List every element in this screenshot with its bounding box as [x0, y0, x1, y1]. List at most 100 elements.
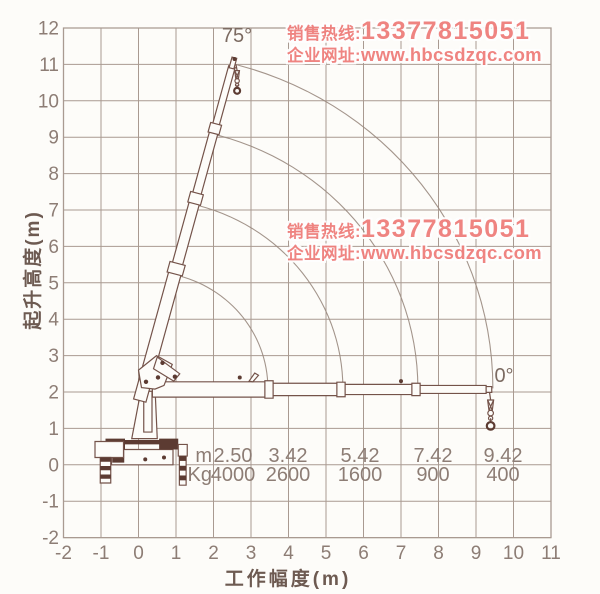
boom-horizontal-section [414, 384, 487, 395]
x-axis-title: 工作幅度(m) [224, 569, 352, 590]
x-tick-label: -2 [55, 543, 72, 564]
watermark-website-row: 企业网址: www.hbcsdzqc.com [287, 240, 542, 264]
hook-right-hook [485, 420, 496, 431]
y-tick-label: -2 [42, 528, 59, 549]
y-axis-title: 起升高度(m) [23, 210, 44, 330]
pivot-dot [160, 360, 165, 366]
watermark-hotline-label: 销售热线: [287, 223, 361, 241]
outrigger-leg-left-stripe [100, 457, 111, 462]
y-tick-label: 7 [48, 201, 59, 222]
outrigger-leg-right-stripe [179, 456, 187, 461]
watermark-hotline-number: 13377815051 [361, 17, 531, 45]
y-tick-label: 0 [48, 455, 59, 476]
load-table-load-value: 1600 [338, 464, 383, 486]
angle-labels: 75° 0° [222, 25, 514, 387]
x-tick-label: 7 [396, 543, 407, 564]
y-tick-label: 10 [38, 91, 59, 112]
subframe-bracket-right [159, 438, 179, 450]
watermark-website-row: 企业网址: www.hbcsdzqc.com [287, 42, 542, 66]
hook-top-hook [233, 86, 242, 95]
boom-raised-section [210, 64, 236, 134]
boom-raised-collar [187, 190, 205, 207]
watermark-website-label: 企业网址: [287, 245, 361, 263]
outrigger-leg-right-stripe [179, 475, 187, 481]
x-tick-label: 1 [171, 543, 182, 564]
working-envelope-arcs [178, 64, 494, 389]
bolt-dot [143, 457, 148, 462]
hook-right-pulley [487, 409, 495, 417]
boom-horizontal-section [267, 382, 344, 397]
watermark-stamp-middle: 销售热线: 13377815051 企业网址: www.hbcsdzqc.com [287, 215, 542, 264]
boom-horizontal-tip [485, 385, 493, 393]
x-tick-label: 5 [321, 543, 332, 564]
rigging-dot [237, 375, 242, 380]
watermark-website-url: www.hbcsdzqc.com [361, 44, 542, 65]
y-tick-label: -1 [42, 492, 59, 513]
watermark-hotline-row: 销售热线: 13377815051 [287, 17, 542, 45]
load-table-radius-value: 2.50 [214, 445, 253, 467]
envelope-arc [217, 134, 419, 389]
watermark-stamp-top: 销售热线: 13377815051 企业网址: www.hbcsdzqc.com [287, 17, 542, 66]
x-tick-label: 11 [541, 543, 561, 564]
load-table-load-value: 2600 [266, 464, 311, 486]
y-tick-label: 2 [48, 383, 59, 404]
pivot-dot [172, 374, 178, 379]
bolt-dot [162, 455, 166, 460]
boom-raised-collar [207, 121, 223, 136]
x-tick-label: 9 [471, 543, 482, 564]
y-tick-label: 9 [48, 128, 59, 149]
watermark-website-url: www.hbcsdzqc.com [361, 242, 542, 263]
outrigger-box-left [94, 440, 125, 459]
envelope-arc [237, 64, 494, 389]
y-tick-label: 3 [48, 346, 59, 367]
load-table-radius-value: 9.42 [484, 445, 523, 467]
boom-angle-label: 0° [494, 365, 513, 387]
x-tick-label: 10 [503, 543, 524, 564]
y-tick-label: 1 [48, 419, 59, 440]
boom-horizontal-section [151, 381, 272, 398]
load-table-load-value: 900 [416, 464, 449, 486]
x-tick-label: 2 [208, 543, 219, 564]
outrigger-box-right [177, 443, 188, 457]
watermark-hotline-row: 销售热线: 13377815051 [287, 215, 542, 243]
y-tick-label: 8 [48, 164, 59, 185]
x-tick-label: -1 [93, 543, 110, 564]
envelope-arc [198, 205, 344, 389]
boom-raised-collar [166, 260, 186, 277]
tip-sheave-dot [232, 56, 237, 61]
y-tick-label: 6 [48, 237, 59, 258]
hook-top-pulley [234, 78, 240, 84]
load-table-radius-value: 5.42 [341, 445, 380, 467]
hook-right-pendant [488, 391, 492, 401]
load-table-radius-value: 3.42 [269, 445, 308, 467]
pivot-dot [143, 379, 149, 385]
link-arm [152, 356, 181, 382]
plot-border [62, 27, 552, 539]
y-tick-label: 11 [39, 55, 59, 76]
load-table-radius-unit: m [195, 445, 212, 467]
rigging-bracket [248, 372, 260, 383]
pivot-dot [155, 375, 161, 380]
load-table-radius-value: 7.42 [414, 445, 453, 467]
y-tick-label: 12 [38, 19, 59, 40]
outrigger-leg-left-stripe [100, 474, 111, 479]
boom-horizontal-collar [264, 380, 274, 399]
load-table-load-value: 400 [486, 464, 519, 486]
load-table-load-value: 4000 [211, 464, 256, 486]
x-tick-label: 4 [283, 543, 294, 564]
y-tick-label: 5 [48, 273, 59, 294]
boom-horizontal-section [339, 383, 419, 396]
outrigger-leg-right-stripe [179, 465, 187, 471]
y-tick-label: 4 [48, 310, 59, 331]
x-tick-label: 6 [358, 543, 369, 564]
boom-angle-label: 75° [222, 25, 252, 47]
outrigger-leg-left-stripe [100, 466, 111, 471]
boom-raised-section [169, 194, 202, 275]
x-tick-label: 0 [133, 543, 144, 564]
watermark-hotline-number: 13377815051 [361, 215, 531, 243]
boom-horizontal-collar [411, 382, 421, 397]
